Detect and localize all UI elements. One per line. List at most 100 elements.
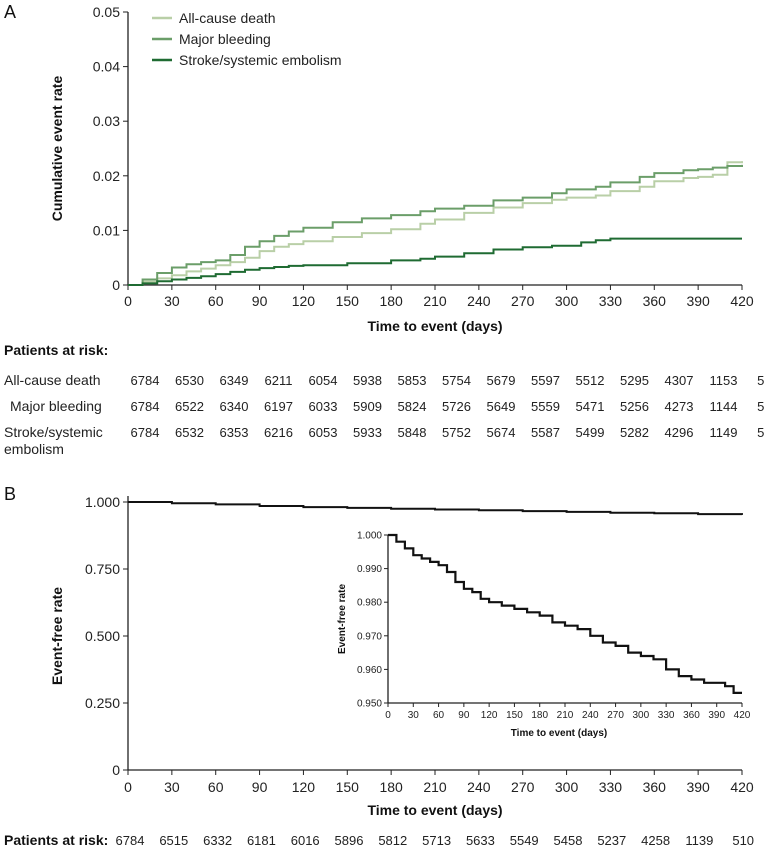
risk-value-b: 5237 xyxy=(597,833,626,848)
risk-row-label-3: embolism xyxy=(4,441,64,457)
risk-value-b: 5633 xyxy=(466,833,495,848)
panel-b-x-tick-label: 240 xyxy=(467,779,491,795)
risk-value-a-1: 5679 xyxy=(487,373,516,388)
risk-value-b: 510 xyxy=(732,833,754,848)
risk-value-a-1: 5295 xyxy=(620,373,649,388)
inset-x-tick-label: 180 xyxy=(531,710,548,721)
panel-a-series-line-2 xyxy=(128,164,743,286)
panel-b-y-axis-title: Event-free rate xyxy=(49,587,65,685)
risk-value-a-3: 6353 xyxy=(220,425,249,440)
panel-a-x-tick-label: 240 xyxy=(467,293,491,309)
risk-value-a-1: 6784 xyxy=(131,373,160,388)
risk-value-a-1: 4307 xyxy=(665,373,694,388)
panel-a-x-tick-label: 60 xyxy=(208,293,224,309)
panel-a-y-tick-label: 0.05 xyxy=(93,4,120,20)
inset-x-tick-label: 360 xyxy=(683,710,700,721)
panel-b-x-tick-label: 60 xyxy=(208,779,224,795)
risk-value-a-3: 5282 xyxy=(620,425,649,440)
panel-b-x-tick-label: 210 xyxy=(423,779,447,795)
panel-b-risk-title: Patients at risk: xyxy=(4,832,108,848)
panel-a-risk-title: Patients at risk: xyxy=(4,342,108,358)
risk-value-a-2: 5256 xyxy=(620,399,649,414)
inset-y-axis-title: Event-free rate xyxy=(337,584,348,654)
inset-x-tick-label: 120 xyxy=(481,710,498,721)
inset-y-tick-label: 0.990 xyxy=(357,564,382,575)
panel-b-y-tick-label: 0.250 xyxy=(85,695,120,711)
risk-row-label-2: Major bleeding xyxy=(10,398,102,414)
risk-value-a-3: 5752 xyxy=(442,425,471,440)
inset-x-tick-label: 300 xyxy=(633,710,650,721)
risk-value-a-2: 6197 xyxy=(264,399,293,414)
risk-value-a-3: 6053 xyxy=(309,425,338,440)
panel-a-x-tick-label: 210 xyxy=(423,293,447,309)
panel-b-letter: B xyxy=(4,484,16,504)
panel-a-x-tick-label: 150 xyxy=(336,293,360,309)
panel-b-x-tick-label: 150 xyxy=(336,779,360,795)
inset-x-axis-title: Time to event (days) xyxy=(511,728,608,739)
panel-a-x-tick-label: 300 xyxy=(555,293,579,309)
panel-b-inset-chart: 0.950 0.960 0.970 0.980 0.990 1.000 0 30 60 90 120… xyxy=(337,531,751,740)
risk-value-b: 4258 xyxy=(641,833,670,848)
panel-a-series-line-1 xyxy=(128,161,743,286)
panel-a-x-tick-label: 420 xyxy=(730,293,754,309)
panel-b-x-tick-label: 30 xyxy=(164,779,180,795)
risk-value-a-1: 6211 xyxy=(265,373,293,388)
risk-value-a-1: 5597 xyxy=(531,373,560,388)
inset-x-tick-label: 210 xyxy=(557,710,574,721)
risk-value-b: 6016 xyxy=(291,833,320,848)
inset-x-tick-label: 270 xyxy=(607,710,624,721)
risk-value-b: 5549 xyxy=(510,833,539,848)
risk-value-a-2: 4273 xyxy=(665,399,694,414)
risk-value-a-3: 6216 xyxy=(264,425,293,440)
panel-a-x-tick-label: 180 xyxy=(379,293,403,309)
risk-value-a-3: 5848 xyxy=(398,425,427,440)
risk-value-a-2: 6033 xyxy=(309,399,338,414)
risk-value-a-1: 5853 xyxy=(398,373,427,388)
risk-value-a-3: 513 xyxy=(757,425,765,440)
risk-value-b: 1139 xyxy=(685,833,713,848)
risk-value-a-2: 5471 xyxy=(576,399,605,414)
legend-label-3: Stroke/systemic embolism xyxy=(179,52,342,68)
panel-a-y-tick-label: 0.04 xyxy=(93,59,120,75)
inset-y-tick-label: 1.000 xyxy=(357,531,382,542)
risk-value-a-2: 5909 xyxy=(353,399,382,414)
legend-label-2: Major bleeding xyxy=(179,31,271,47)
panel-b-x-tick-label: 300 xyxy=(555,779,579,795)
risk-value-a-3: 5933 xyxy=(353,425,382,440)
risk-value-a-3: 4296 xyxy=(665,425,694,440)
risk-value-b: 5713 xyxy=(422,833,451,848)
panel-a-x-tick-label: 360 xyxy=(643,293,667,309)
panel-b-y-tick-label: 0.750 xyxy=(85,561,120,577)
panel-a-x-tick-label: 90 xyxy=(252,293,268,309)
risk-value-a-3: 1149 xyxy=(710,425,738,440)
risk-value-a-1: 6530 xyxy=(175,373,204,388)
risk-value-a-2: 6340 xyxy=(220,399,249,414)
inset-y-tick-label: 0.970 xyxy=(357,631,382,642)
risk-value-a-1: 5512 xyxy=(576,373,605,388)
inset-x-tick-label: 330 xyxy=(658,710,675,721)
inset-series-line xyxy=(388,533,742,694)
panel-b-x-tick-label: 90 xyxy=(252,779,268,795)
panel-b-x-tick-label: 420 xyxy=(730,779,754,795)
panel-b-x-tick-label: 120 xyxy=(292,779,316,795)
panel-b-chart: B 0 0.250 0.500 0.750 1.000 0 30 60 90 120 150 180 21… xyxy=(4,484,754,818)
panel-b-x-tick-label: 360 xyxy=(643,779,667,795)
panel-b-x-tick-label: 330 xyxy=(599,779,623,795)
panel-b-y-tick-label: 1.000 xyxy=(85,494,120,510)
risk-value-a-2: 6522 xyxy=(175,399,204,414)
risk-value-a-1: 6054 xyxy=(309,373,338,388)
risk-value-a-1: 5938 xyxy=(353,373,382,388)
inset-x-tick-label: 390 xyxy=(708,710,725,721)
risk-value-b: 6515 xyxy=(159,833,188,848)
risk-value-a-3: 6784 xyxy=(131,425,160,440)
risk-value-a-2: 5726 xyxy=(442,399,471,414)
risk-value-a-2: 5559 xyxy=(531,399,560,414)
panel-a-x-axis-title: Time to event (days) xyxy=(367,318,502,334)
risk-value-a-1: 5754 xyxy=(442,373,471,388)
inset-x-tick-label: 150 xyxy=(506,710,523,721)
panel-b-x-tick-label: 180 xyxy=(379,779,403,795)
panel-b-series-line xyxy=(128,501,743,516)
panel-a-x-tick-label: 270 xyxy=(511,293,535,309)
inset-y-tick-label: 0.960 xyxy=(357,665,382,676)
